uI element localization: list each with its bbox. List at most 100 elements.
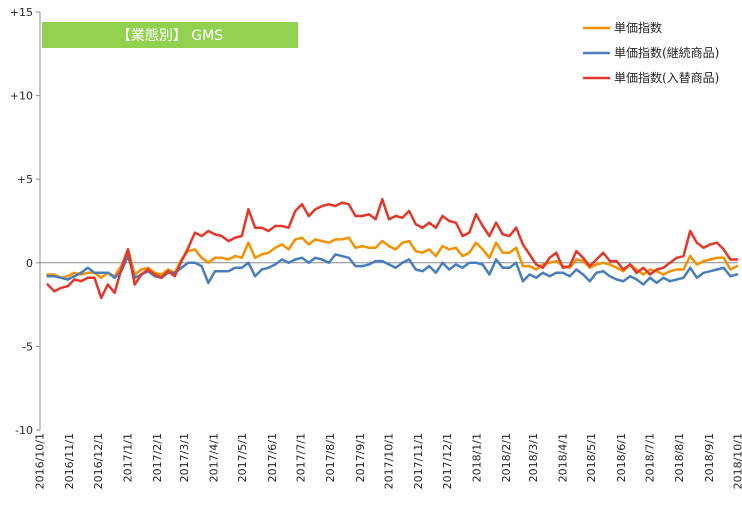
- series-2-point: [381, 259, 384, 263]
- x-tick-label: 2018/10/1: [732, 433, 742, 489]
- series-2-point: [588, 280, 591, 283]
- series-2-point: [622, 280, 625, 283]
- series-3-point: [233, 236, 237, 239]
- series-1-point: [689, 254, 692, 258]
- series-2-point: [387, 263, 391, 266]
- series-2-point: [675, 278, 678, 281]
- series-2-point: [521, 280, 525, 283]
- series-3-point: [361, 214, 364, 218]
- series-2-point: [561, 271, 565, 274]
- legend-label: 単価指数: [614, 20, 662, 35]
- series-1-point: [622, 270, 625, 273]
- series-2-point: [602, 270, 605, 273]
- series-1-point: [394, 248, 397, 251]
- x-tick-label: 2017/9/1: [354, 433, 367, 482]
- series-2-point: [367, 263, 371, 266]
- series-3-point: [521, 243, 525, 246]
- series-1: [46, 236, 739, 280]
- series-3-point: [407, 209, 411, 213]
- series-1-line: [46, 236, 739, 280]
- legend-label: 単価指数(入替商品): [614, 70, 719, 85]
- x-tick-label: 2018/7/1: [644, 433, 657, 482]
- series-3-point: [568, 264, 571, 268]
- series-1-point: [267, 251, 270, 254]
- series-1-point: [461, 254, 464, 258]
- series-3-point: [474, 213, 478, 216]
- series-3-point: [140, 273, 143, 276]
- series-3-point: [682, 254, 685, 258]
- series-1-point: [86, 271, 90, 274]
- series-3-point: [622, 268, 625, 271]
- series-3-point: [133, 283, 136, 286]
- series-2-point: [180, 266, 183, 269]
- series-1-point: [668, 270, 672, 273]
- x-tick-label: 2017/10/1: [383, 433, 396, 489]
- series-2-point: [287, 261, 290, 264]
- series-3-point: [153, 273, 156, 276]
- series-2-point: [207, 281, 210, 285]
- series-2-point: [635, 278, 638, 281]
- series-3-point: [494, 221, 498, 224]
- series-3-point: [575, 249, 578, 253]
- series-3-point: [648, 273, 652, 276]
- series-3-point: [327, 203, 330, 206]
- series-3-point: [253, 226, 257, 229]
- series-3-point: [655, 268, 658, 271]
- series-3-point: [126, 248, 130, 251]
- series-2-point: [247, 261, 250, 264]
- series-2-point: [274, 263, 277, 266]
- series-2-point: [227, 270, 230, 273]
- series-1-point: [608, 263, 612, 266]
- series-2-point: [307, 261, 310, 264]
- series-3: [46, 198, 739, 300]
- legend-item: 単価指数(継続商品): [583, 45, 719, 60]
- series-2-point: [53, 275, 56, 278]
- series-3-point: [729, 258, 732, 261]
- series-2-point: [695, 276, 699, 279]
- series-1-point: [340, 238, 344, 241]
- series-3-point: [260, 226, 263, 229]
- series-3-point: [561, 266, 565, 269]
- x-tick-label: 2017/2/1: [151, 433, 164, 482]
- series-3-point: [448, 219, 451, 223]
- series-2-point: [689, 266, 692, 269]
- x-tick-label: 2017/6/1: [266, 433, 279, 482]
- series-1-point: [715, 256, 719, 259]
- series-3-point: [367, 213, 371, 216]
- series-2-point: [481, 263, 484, 266]
- series-2-point: [66, 278, 69, 281]
- series-1-point: [247, 241, 250, 244]
- series-2-point: [267, 266, 270, 269]
- series-1-point: [481, 248, 484, 251]
- series-3-point: [702, 246, 705, 249]
- series-1-point: [294, 238, 297, 241]
- series-1-point: [535, 268, 538, 271]
- series-3-point: [46, 283, 49, 286]
- x-tick-label: 2018/1/1: [470, 433, 483, 482]
- series-1-point: [468, 251, 471, 254]
- series-3-point: [287, 226, 290, 229]
- series-2-point: [354, 264, 357, 268]
- legend-item: 単価指数(入替商品): [583, 70, 719, 85]
- series-2-point: [401, 261, 404, 264]
- y-tick-label: 0: [26, 257, 33, 270]
- series-2-point: [488, 273, 491, 276]
- series-2-point: [59, 276, 63, 279]
- legend-item: 単価指数: [583, 20, 662, 35]
- series-2-point: [508, 266, 511, 269]
- series-2-point: [434, 271, 438, 274]
- series-3-point: [160, 276, 163, 279]
- series-1-point: [602, 261, 605, 264]
- series-3-point: [461, 234, 464, 238]
- series-1-point: [213, 256, 217, 259]
- series-2-point: [722, 266, 725, 269]
- series-1-point: [367, 246, 371, 249]
- series-1-point: [548, 261, 551, 264]
- series-3-point: [146, 268, 150, 271]
- x-tick-label: 2017/5/1: [236, 433, 249, 482]
- series-1-point: [334, 238, 337, 241]
- y-tick-label: -10: [15, 424, 33, 437]
- series-3-point: [602, 251, 605, 254]
- series-2-point: [555, 271, 558, 274]
